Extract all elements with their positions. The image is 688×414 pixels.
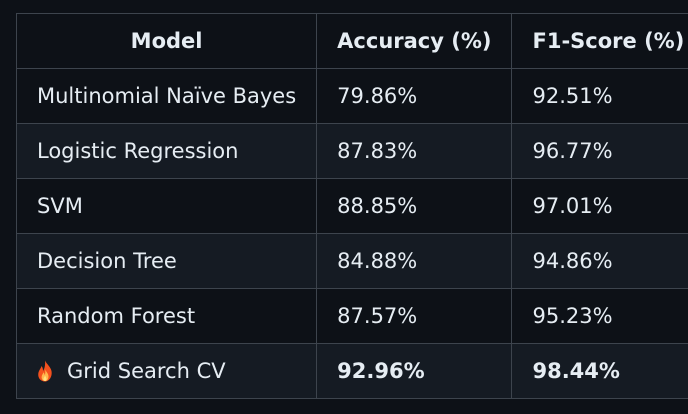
table-row-best: Grid Search CV 92.96% 98.44%: [15, 343, 688, 399]
table-row: Random Forest 87.57% 95.23%: [15, 288, 688, 344]
model-name: Grid Search CV: [67, 359, 226, 383]
f1-cell: 94.86%: [511, 233, 688, 289]
table-row: Logistic Regression 87.83% 96.77%: [15, 123, 688, 179]
header-accuracy: Accuracy (%): [316, 13, 513, 69]
f1-cell: 95.23%: [511, 288, 688, 344]
accuracy-cell: 87.83%: [316, 123, 513, 179]
model-comparison-table: Model Accuracy (%) F1-Score (%) Multinom…: [15, 13, 688, 399]
model-cell: Multinomial Naïve Bayes: [15, 68, 318, 124]
header-f1-score: F1-Score (%): [511, 13, 688, 69]
accuracy-cell: 87.57%: [316, 288, 513, 344]
fire-icon: [38, 360, 52, 382]
f1-cell: 96.77%: [511, 123, 688, 179]
f1-cell: 92.51%: [511, 68, 688, 124]
table-row: Multinomial Naïve Bayes 79.86% 92.51%: [15, 68, 688, 124]
model-cell: Random Forest: [15, 288, 318, 344]
table-row: Decision Tree 84.88% 94.86%: [15, 233, 688, 289]
f1-cell: 98.44%: [511, 343, 688, 399]
accuracy-cell: 92.96%: [316, 343, 513, 399]
header-model: Model: [15, 13, 318, 69]
table-row: SVM 88.85% 97.01%: [15, 178, 688, 234]
accuracy-cell: 84.88%: [316, 233, 513, 289]
table-header-row: Model Accuracy (%) F1-Score (%): [15, 13, 688, 69]
model-cell: Decision Tree: [15, 233, 318, 289]
f1-cell: 97.01%: [511, 178, 688, 234]
model-cell: Grid Search CV: [15, 343, 318, 399]
model-cell: Logistic Regression: [15, 123, 318, 179]
model-cell: SVM: [15, 178, 318, 234]
accuracy-cell: 79.86%: [316, 68, 513, 124]
accuracy-cell: 88.85%: [316, 178, 513, 234]
